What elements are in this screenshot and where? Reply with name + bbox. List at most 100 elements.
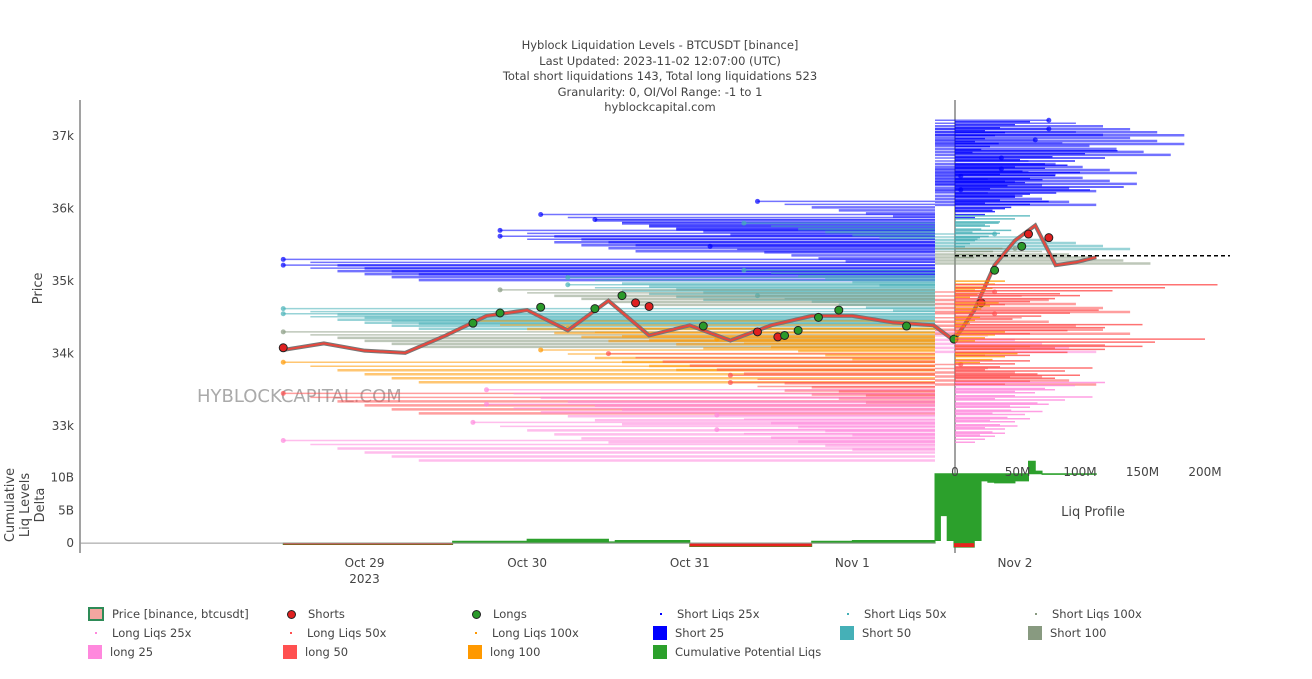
legend-item[interactable]: Short 25 — [653, 626, 724, 640]
legend-item[interactable]: Short Liqs 100x — [1028, 607, 1142, 621]
legend-label: Short 100 — [1050, 626, 1107, 640]
liq-level-marker — [280, 359, 286, 365]
short-point — [752, 327, 762, 337]
liq-level-marker — [727, 380, 733, 386]
legend-item[interactable]: long 50 — [283, 645, 348, 659]
legend-item[interactable]: Shorts — [283, 607, 345, 621]
totals: Total short liquidations 143, Total long… — [502, 69, 818, 83]
legend-swatch — [840, 626, 854, 640]
liq-level-marker — [280, 306, 286, 312]
profile-tick-label: 0 — [951, 465, 959, 479]
legend-item[interactable]: Short 50 — [840, 626, 911, 640]
long-point — [990, 265, 1000, 275]
legend-item[interactable]: Short Liqs 50x — [840, 607, 947, 621]
long-point — [793, 325, 803, 335]
legend-label: Short 50 — [862, 626, 912, 640]
chart-title: Hyblock Liquidation Levels - BTCUSDT [bi… — [521, 38, 799, 52]
liq-level-marker — [741, 267, 747, 273]
legend-label: Price [binance, btcusdt] — [112, 607, 249, 621]
legend-item[interactable]: Long Liqs 50x — [283, 626, 386, 640]
legend-item[interactable]: long 25 — [88, 645, 153, 659]
delta-negative-bar — [960, 543, 975, 548]
short-point — [1044, 233, 1054, 243]
short-point — [644, 301, 654, 311]
legend-label: long 50 — [305, 645, 349, 659]
delta-tick-label: 10B — [50, 471, 74, 485]
liq-level-marker — [280, 311, 286, 317]
liq-level-marker — [280, 256, 286, 262]
liq-level-marker — [483, 387, 489, 393]
legend-label: Short Liqs 25x — [677, 607, 760, 621]
price-axis-label: Price — [31, 273, 46, 305]
delta-negative-bar — [445, 543, 453, 545]
chart-title-block: Hyblock Liquidation Levels - BTCUSDT [bi… — [400, 38, 920, 116]
legend-swatch — [475, 632, 477, 634]
liq-level-marker — [565, 282, 571, 288]
legend-label: Short Liqs 50x — [864, 607, 947, 621]
liq-level-marker — [538, 211, 544, 217]
long-point — [536, 302, 546, 312]
legend-item[interactable]: Short Liqs 25x — [653, 607, 760, 621]
liq-level-marker — [741, 220, 747, 226]
legend-label: Long Liqs 50x — [307, 626, 387, 640]
legend-swatch — [287, 609, 296, 619]
x-year-label: 2023 — [349, 572, 380, 586]
liq-level-marker — [754, 198, 760, 204]
liq-level-marker — [707, 243, 713, 249]
delta-negative-bar — [953, 543, 961, 548]
legend-swatch — [88, 645, 102, 659]
legend-item[interactable]: Cumulative Potential Liqs — [653, 645, 821, 659]
short-point — [1023, 229, 1033, 239]
liq-level-marker — [280, 390, 286, 396]
profile-tick-label: 200M — [1188, 465, 1221, 479]
liq-level-marker — [605, 351, 611, 357]
legend-label: Longs — [493, 607, 527, 621]
price-tick-label: 37k — [52, 129, 74, 143]
liq-levels — [280, 117, 1185, 462]
delta-tick-label: 0 — [66, 536, 74, 550]
legend-swatch — [653, 626, 667, 640]
liq-level-marker — [592, 217, 598, 223]
delta-axis-label: Cumulative — [3, 468, 18, 542]
x-tick-label: Nov 1 — [835, 556, 870, 570]
profile-axis-label: Liq Profile — [1061, 505, 1125, 520]
legend-swatch — [847, 613, 849, 615]
liq-level-marker — [1046, 126, 1052, 132]
legend-item[interactable]: Long Liqs 100x — [468, 626, 579, 640]
legend-label: Shorts — [308, 607, 345, 621]
legend-swatch — [653, 645, 667, 659]
legend-item[interactable]: Price [binance, btcusdt] — [88, 607, 249, 621]
legend-swatch — [290, 632, 292, 634]
legend-swatch — [1035, 613, 1037, 615]
legend-label: Cumulative Potential Liqs — [675, 645, 822, 659]
profile-tick-label: 150M — [1126, 465, 1159, 479]
legend-item[interactable]: Long Liqs 25x — [88, 626, 191, 640]
legend-label: Short Liqs 100x — [1052, 607, 1142, 621]
legend-item[interactable]: Short 100 — [1028, 626, 1106, 640]
delta-area — [282, 460, 1097, 548]
liq-level-marker — [497, 233, 503, 239]
legend-item[interactable]: long 100 — [468, 645, 540, 659]
liq-level-marker — [714, 427, 720, 433]
profile-tick-label: 100M — [1063, 465, 1096, 479]
last-updated: Last Updated: 2023-11-02 12:07:00 (UTC) — [539, 53, 781, 68]
price-tick-label: 36k — [52, 202, 74, 216]
liq-level-marker — [470, 419, 476, 425]
granularity: Granularity: 0, OI/Vol Range: -1 to 1 — [557, 84, 763, 99]
long-point — [617, 291, 627, 301]
legend-swatch — [283, 645, 297, 659]
price-tick-label: 35k — [52, 274, 74, 288]
long-point — [902, 321, 912, 331]
liq-level-marker — [497, 287, 503, 293]
long-point — [590, 304, 600, 314]
legend-item[interactable]: Longs — [468, 607, 527, 621]
legend-swatch — [88, 607, 104, 621]
legend-swatch — [1028, 626, 1042, 640]
short-point — [278, 343, 288, 353]
x-tick-label: Nov 2 — [998, 556, 1033, 570]
delta-negative-bar — [689, 543, 772, 547]
long-point — [495, 308, 505, 318]
price-tick-label: 34k — [52, 347, 74, 361]
legend-label: Short 25 — [675, 626, 725, 640]
